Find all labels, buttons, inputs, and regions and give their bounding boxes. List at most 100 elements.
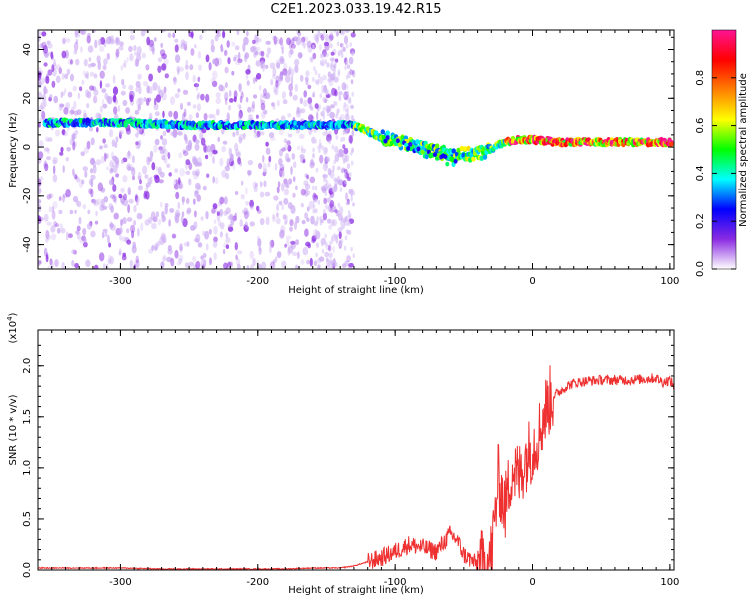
spectrogram-noise-cell bbox=[198, 64, 202, 71]
spectrogram-noise-cell bbox=[133, 220, 137, 226]
spectrogram-noise-cell bbox=[188, 162, 193, 170]
spectrogram-noise-cell bbox=[127, 166, 132, 171]
spectrogram-noise-cell bbox=[327, 244, 332, 252]
spectrogram-noise-cell bbox=[153, 243, 159, 250]
y-tick-label: 20 bbox=[22, 92, 33, 105]
spectrogram-noise-cell bbox=[324, 191, 328, 196]
spectrogram-noise-cell bbox=[216, 211, 220, 216]
spectrogram-noise-cell bbox=[50, 51, 54, 59]
spectrogram-noise-cell bbox=[224, 91, 229, 101]
spectrogram-noise-cell bbox=[151, 245, 155, 251]
spectrogram-noise-cell bbox=[174, 249, 179, 259]
spectrogram-noise-cell bbox=[96, 126, 99, 133]
spectrogram-noise-cell bbox=[151, 162, 156, 171]
spectrogram-noise-cell bbox=[315, 229, 318, 235]
spectrogram-noise-cell bbox=[290, 240, 296, 245]
spectrogram-noise-cell bbox=[177, 88, 181, 93]
spectrogram-noise-cell bbox=[335, 30, 339, 37]
spectrogram-noise-cell bbox=[333, 72, 336, 78]
spectrogram-noise-cell bbox=[145, 191, 150, 200]
spectrogram-noise-cell bbox=[205, 154, 209, 160]
spectrogram-noise-cell bbox=[72, 168, 75, 176]
spectrogram-noise-cell bbox=[132, 175, 135, 181]
spectrogram-noise-cell bbox=[172, 128, 178, 138]
spectrogram-noise-cell bbox=[60, 91, 64, 99]
spectrogram-noise-cell bbox=[67, 233, 73, 239]
spectrogram-noise-cell bbox=[233, 96, 237, 103]
spectrogram-noise-cell bbox=[200, 93, 205, 101]
spectrogram-noise-cell bbox=[343, 173, 347, 178]
spectrogram-noise-cell bbox=[256, 209, 262, 214]
spectrogram-noise-cell bbox=[348, 134, 353, 144]
spectrogram-noise-cell bbox=[137, 104, 141, 111]
spectrogram-noise-cell bbox=[303, 90, 308, 98]
spectrogram-noise-cell bbox=[185, 262, 189, 268]
spectrogram-noise-cell bbox=[300, 203, 304, 208]
spectrogram-noise-cell bbox=[220, 47, 224, 53]
spectrogram-noise-cell bbox=[93, 73, 98, 79]
spectrogram-noise-cell bbox=[336, 149, 342, 158]
spectrogram-noise-cell bbox=[319, 32, 323, 39]
spectrogram-noise-cell bbox=[273, 35, 277, 46]
spectrogram-noise-cell bbox=[125, 107, 131, 114]
spectrogram-noise-cell bbox=[135, 195, 138, 202]
spectrogram-noise-cell bbox=[90, 62, 96, 67]
spectrogram-track-cell bbox=[471, 156, 476, 162]
spectrogram-noise-cell bbox=[128, 84, 134, 91]
spectrogram-noise-cell bbox=[349, 190, 353, 196]
spectrogram-noise-cell bbox=[157, 218, 162, 226]
spectrogram-noise-cell bbox=[252, 181, 257, 189]
spectrogram-noise-cell bbox=[41, 41, 47, 50]
spectrogram-noise-cell bbox=[72, 133, 75, 143]
spectrogram-noise-cell bbox=[312, 44, 315, 50]
x-tick-label: -300 bbox=[109, 276, 132, 287]
spectrogram-noise-cell bbox=[326, 156, 330, 161]
spectrogram-noise-cell bbox=[163, 58, 169, 65]
spectrogram-noise-cell bbox=[237, 51, 241, 61]
spectrogram-noise-cell bbox=[248, 114, 253, 120]
spectrogram-noise-cell bbox=[344, 179, 348, 185]
spectrogram-noise-cell bbox=[306, 259, 310, 265]
spectrogram-noise-cell bbox=[260, 102, 266, 111]
spectrogram-noise-cell bbox=[203, 143, 207, 153]
spectrogram-noise-cell bbox=[76, 109, 82, 115]
spectrogram-noise-cell bbox=[113, 212, 119, 220]
spectrogram-noise-cell bbox=[53, 165, 56, 175]
spectrogram-noise-cell bbox=[84, 170, 88, 178]
spectrogram-noise-cell bbox=[288, 83, 294, 92]
spectrogram-x-ticks: -300 -200 -100 0 100 bbox=[51, 30, 679, 287]
spectrogram-noise-cell bbox=[131, 230, 135, 239]
spectrogram-noise-cell bbox=[102, 263, 106, 269]
spectrogram-noise-cell bbox=[299, 74, 304, 82]
spectrogram-noise-cell bbox=[192, 74, 196, 83]
spectrogram-noise-cell bbox=[163, 86, 167, 94]
spectrogram-noise-cell bbox=[103, 196, 109, 203]
spectrogram-noise-cell bbox=[256, 205, 260, 212]
spectrogram-noise-cell bbox=[348, 262, 354, 268]
spectrogram-noise-cell bbox=[106, 52, 111, 61]
spectrogram-noise-cell bbox=[192, 172, 199, 180]
spectrogram-noise-cell bbox=[50, 225, 56, 233]
spectrogram-noise-cell bbox=[60, 228, 66, 234]
spectrogram-noise-cell bbox=[210, 77, 216, 84]
colorbar-ticks: 0.0 0.2 0.4 0.6 0.8 bbox=[695, 70, 736, 277]
spectrogram-noise-cell bbox=[186, 101, 191, 106]
spectrogram-noise-cell bbox=[148, 44, 154, 52]
spectrogram-noise-cell bbox=[183, 150, 189, 157]
spectrogram-noise-cell bbox=[238, 150, 242, 158]
spectrogram-noise-cell bbox=[243, 223, 247, 230]
spectrogram-noise-cell bbox=[325, 204, 328, 210]
spectrogram-noise-cell bbox=[319, 53, 323, 59]
spectrogram-noise-cell bbox=[259, 98, 263, 106]
spectrogram-noise-cell bbox=[228, 104, 231, 111]
x-tick-label: -200 bbox=[246, 577, 269, 588]
spectrogram-noise-cell bbox=[326, 257, 329, 262]
spectrogram-noise-cell bbox=[158, 179, 164, 184]
spectrogram-noise-cell bbox=[43, 247, 48, 257]
spectrogram-noise-cell bbox=[304, 188, 309, 197]
spectrogram-noise-cell bbox=[186, 197, 190, 205]
spectrogram-noise-cell bbox=[330, 60, 334, 66]
spectrogram-noise-cell bbox=[217, 136, 221, 143]
spectrogram-noise-cell bbox=[235, 151, 241, 158]
spectrogram-noise-cell bbox=[174, 38, 179, 43]
